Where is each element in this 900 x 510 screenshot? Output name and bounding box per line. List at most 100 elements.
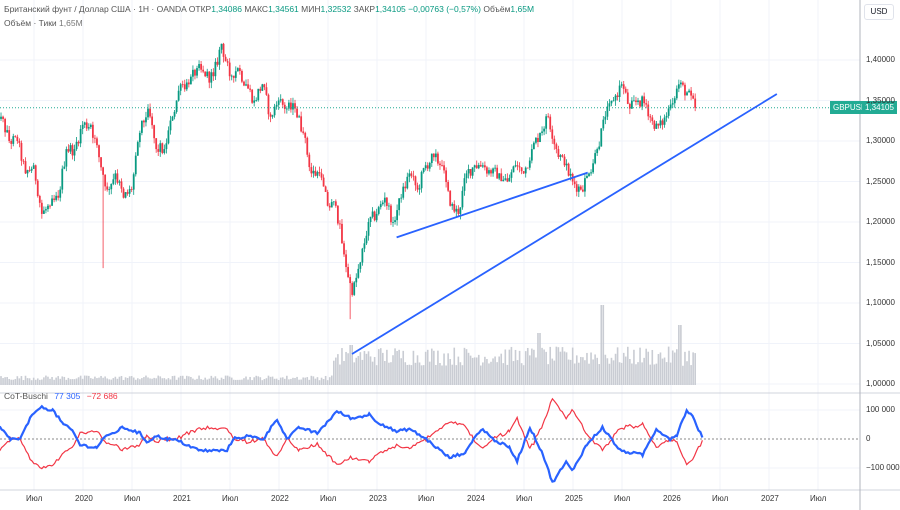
candle-body — [332, 201, 335, 203]
candle-body — [292, 103, 294, 110]
candle-body — [471, 167, 474, 176]
candle-body — [543, 128, 545, 132]
symbol-title[interactable]: Британский фунт / Доллар США · 1Н · OAND… — [4, 4, 187, 14]
candle-body — [185, 82, 188, 90]
candle-body — [124, 192, 127, 198]
candle-body — [526, 167, 529, 169]
time-tick: Июл — [26, 494, 43, 503]
volume-bar — [449, 358, 451, 385]
volume-bar — [271, 376, 274, 385]
candle-body — [502, 179, 505, 182]
volume-bar — [453, 347, 456, 385]
volume-bar — [371, 361, 374, 385]
volume-bar — [539, 333, 541, 385]
candle-body — [110, 183, 113, 190]
candle-body — [469, 169, 472, 176]
volume-bar — [635, 364, 637, 385]
volume-bar — [53, 379, 55, 385]
candle-body — [118, 181, 121, 183]
volume-bar — [192, 378, 194, 385]
candle-body — [0, 116, 2, 119]
volume-bar — [618, 362, 621, 385]
volume-bar — [520, 363, 523, 385]
volume-bar — [524, 351, 527, 385]
candle-body — [357, 268, 360, 278]
candle-body — [251, 89, 254, 103]
volume-bar — [94, 376, 96, 385]
volume-bar — [253, 377, 255, 385]
volume-bar — [643, 357, 645, 385]
indicator-name[interactable]: CoT-Buschi — [4, 391, 48, 401]
candle-body — [134, 155, 137, 175]
volume-bar — [600, 305, 603, 385]
trendline — [351, 93, 778, 355]
candle-body — [234, 71, 237, 78]
candle-body — [590, 172, 592, 174]
volume-bar — [559, 351, 562, 385]
volume-bar — [279, 377, 282, 385]
candle-body — [341, 223, 343, 244]
volume-bar — [494, 356, 496, 385]
high-label: МАКС — [244, 4, 269, 14]
volume-bar — [34, 379, 37, 385]
volume-bar — [186, 375, 188, 385]
time-tick: Июл — [712, 494, 729, 503]
candle-body — [624, 88, 627, 93]
volume-bar — [222, 378, 225, 385]
candle-body — [308, 154, 311, 168]
volume-bar — [588, 363, 590, 385]
candle-body — [522, 171, 525, 174]
volume-bar — [206, 379, 209, 385]
candle-body — [320, 173, 323, 178]
price-tick: 1,35000 — [866, 95, 895, 105]
volume-bar — [190, 376, 192, 385]
volume-bar — [232, 379, 235, 385]
candle-body — [661, 120, 664, 125]
volume-bar — [247, 379, 249, 385]
candle-body — [306, 137, 309, 155]
indicator-tick: −100 000 — [866, 463, 900, 472]
candle-body — [394, 220, 396, 222]
candle-body — [667, 108, 670, 116]
candle-body — [530, 149, 533, 161]
volume-bar — [522, 365, 525, 385]
candle-body — [283, 104, 286, 109]
volume-bar — [573, 363, 576, 385]
candle-body — [183, 84, 186, 90]
volume-bar — [486, 359, 488, 385]
volume-bar — [586, 352, 588, 385]
currency-button[interactable]: USD — [864, 4, 894, 20]
candle-body — [273, 106, 276, 116]
candle-body — [243, 81, 245, 86]
volume-bar — [390, 362, 392, 385]
volume-bar — [39, 379, 41, 385]
candle-body — [128, 189, 131, 194]
candle-body — [34, 165, 37, 181]
candle-body — [575, 184, 578, 192]
candle-body — [287, 102, 290, 109]
candle-body — [59, 189, 62, 198]
volume-bar — [633, 349, 635, 385]
candle-body — [322, 177, 325, 187]
candle-body — [91, 124, 94, 138]
volume-bar — [275, 378, 278, 385]
volume-bar — [431, 348, 433, 385]
volume-bar — [578, 362, 580, 385]
low-value: 1,32532 — [320, 4, 352, 14]
candle-body — [161, 143, 164, 153]
volume-bar — [555, 346, 558, 385]
time-tick: 2022 — [271, 494, 289, 503]
candle-body — [130, 189, 133, 190]
volume-bar — [414, 362, 417, 385]
volume-bar — [304, 377, 307, 385]
candle-body — [690, 90, 692, 96]
volume-bar — [8, 379, 10, 385]
volume-bar — [171, 376, 174, 385]
volume-bar — [412, 350, 415, 385]
volume-bar — [100, 375, 102, 385]
candle-body — [116, 173, 119, 183]
volume-row-label[interactable]: Объём · Тики — [4, 18, 57, 28]
volume-bar — [575, 355, 578, 385]
volume-bar — [128, 376, 131, 385]
